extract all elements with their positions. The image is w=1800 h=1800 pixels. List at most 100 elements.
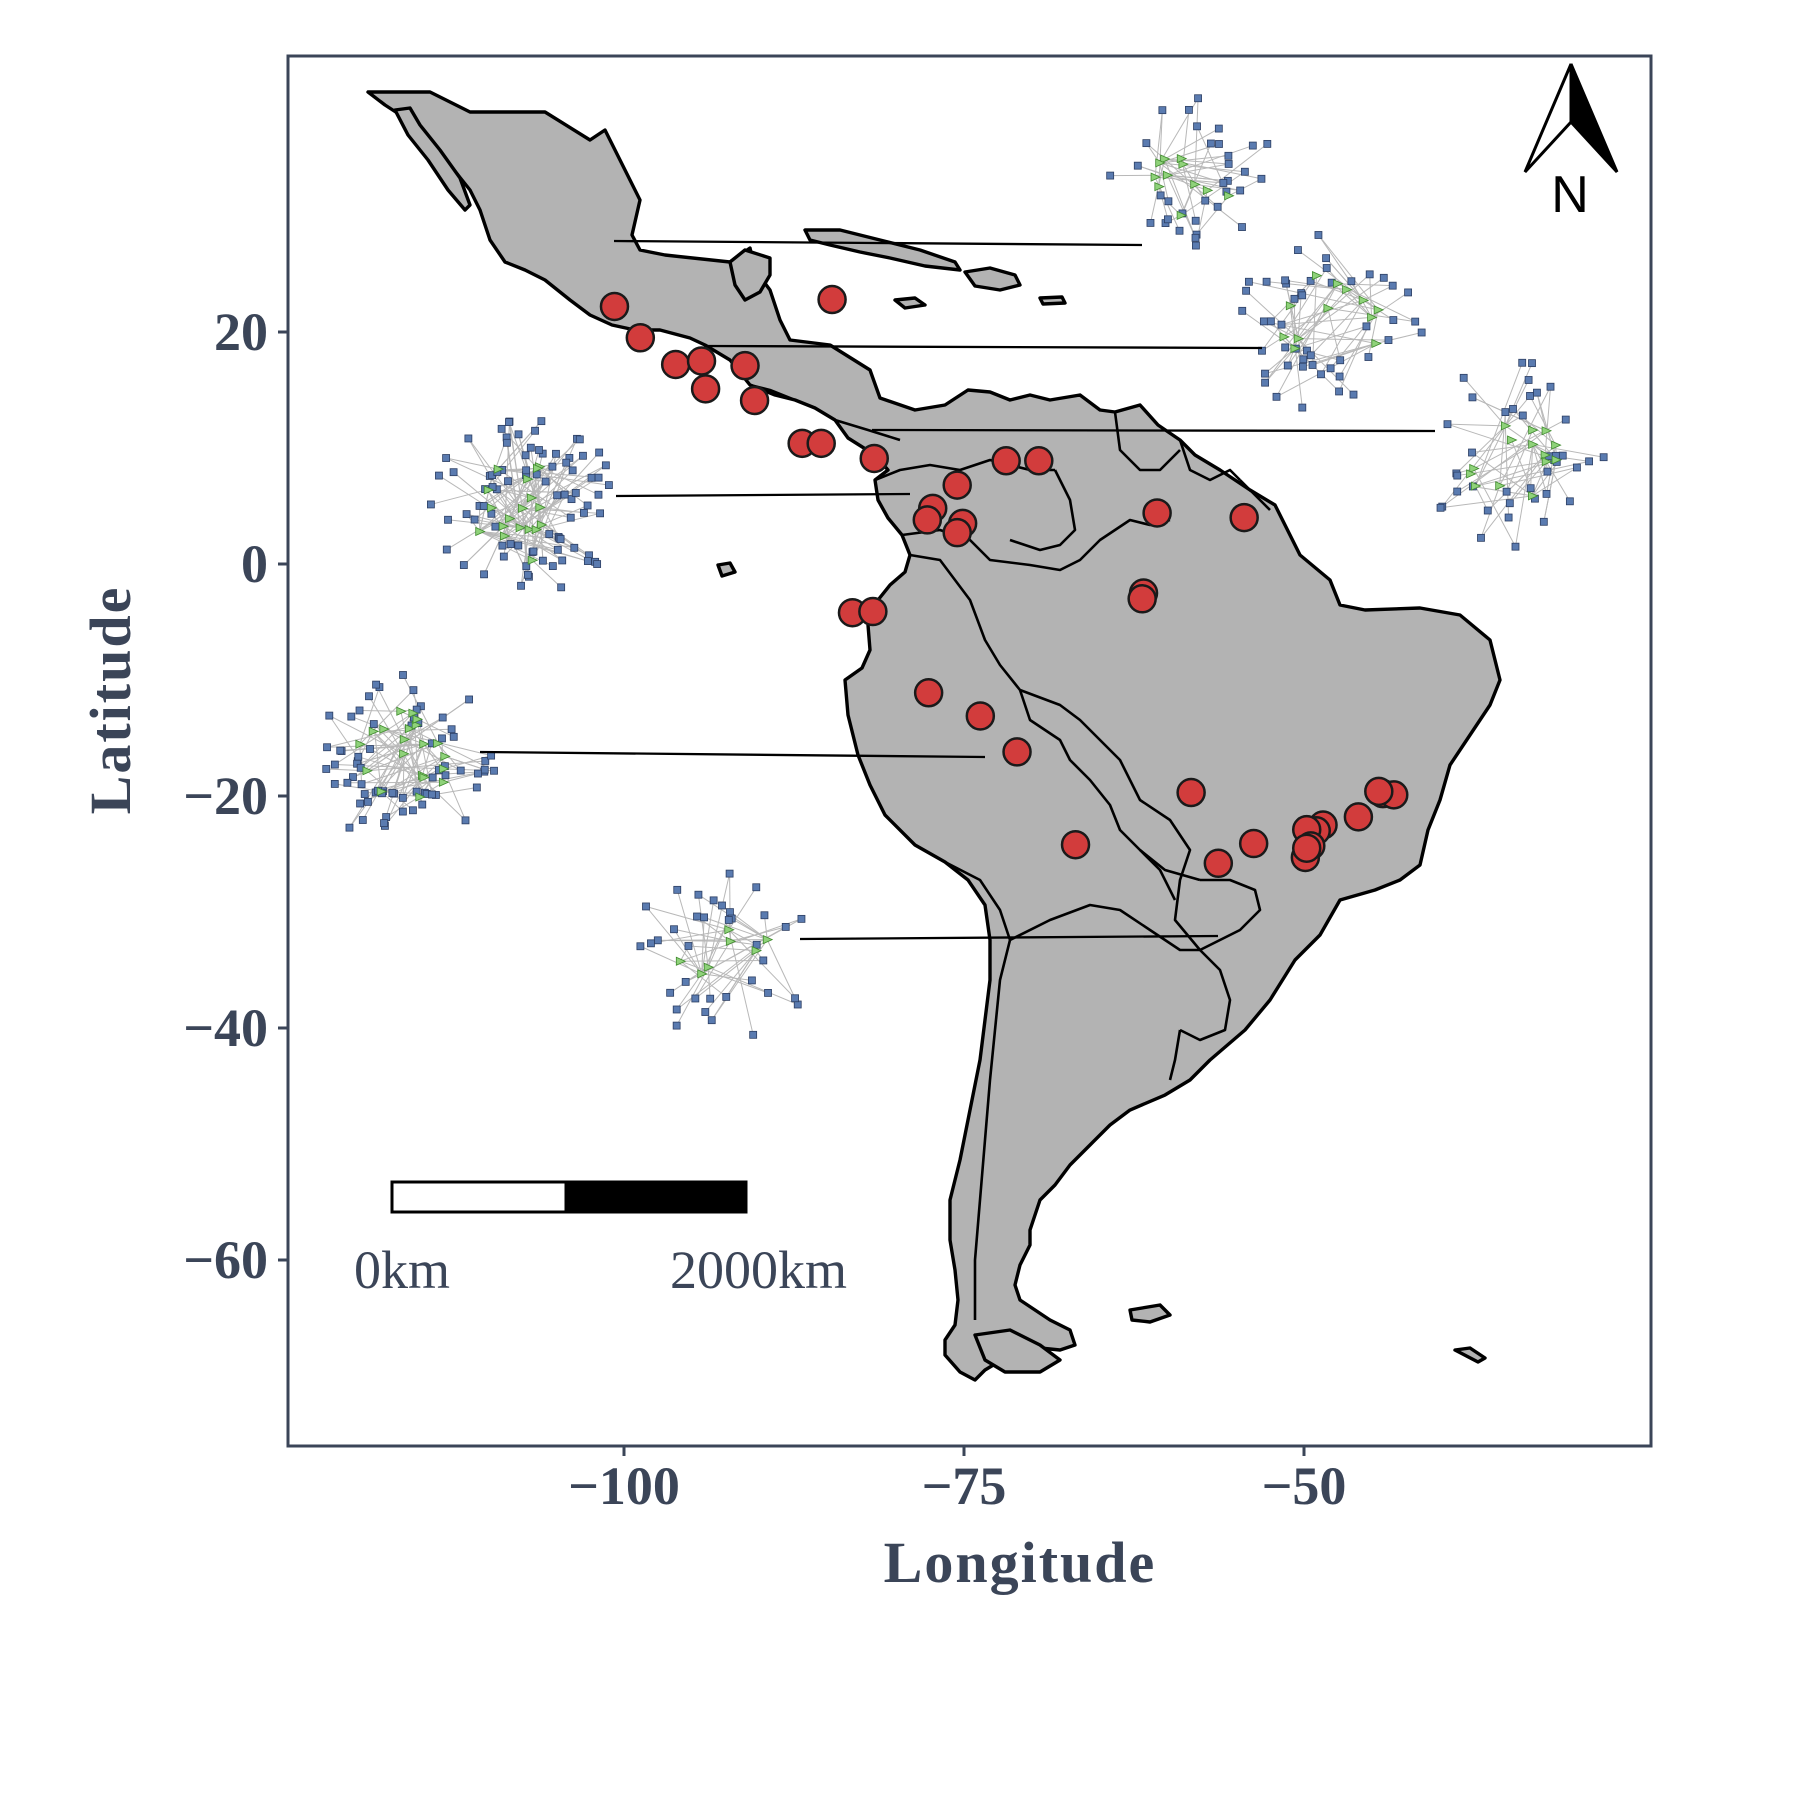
network-edge xyxy=(679,960,727,998)
network-hub-node xyxy=(1500,421,1512,431)
network-edge xyxy=(359,709,401,712)
network-node xyxy=(398,793,407,802)
network-node xyxy=(1379,273,1388,282)
site-point xyxy=(1127,584,1157,614)
network-node xyxy=(725,869,734,878)
network-node xyxy=(556,535,565,543)
leader-line xyxy=(479,750,986,759)
network-node xyxy=(726,908,734,917)
network-node xyxy=(1417,328,1426,337)
network-hub-node xyxy=(1469,463,1480,474)
network-edge xyxy=(491,497,532,515)
network-node xyxy=(514,541,523,550)
network-edge xyxy=(1159,162,1224,184)
y-tick-label: −60 xyxy=(183,1230,268,1290)
network-edge xyxy=(1463,377,1506,427)
network-hub-node xyxy=(411,720,423,730)
network-node xyxy=(537,417,546,426)
network-inset xyxy=(322,671,498,832)
network-node xyxy=(1561,415,1570,424)
network-node xyxy=(1528,359,1536,368)
network-hub-node xyxy=(526,493,538,503)
network-node xyxy=(1453,487,1462,496)
network-hub-node xyxy=(725,936,737,947)
network-node xyxy=(558,556,567,565)
network-node xyxy=(1175,226,1184,235)
network-node xyxy=(354,752,363,761)
network-node xyxy=(1164,215,1172,224)
network-hub-node xyxy=(355,739,366,749)
network-node xyxy=(1106,171,1115,180)
network-edge xyxy=(487,489,529,576)
network-node xyxy=(541,477,550,486)
network-node xyxy=(442,454,451,462)
network-hub-node xyxy=(1160,154,1171,164)
network-node xyxy=(579,451,587,460)
network-edge xyxy=(520,529,530,586)
network-hub-node xyxy=(483,485,495,495)
network-edge xyxy=(531,494,566,561)
network-node xyxy=(1347,277,1356,286)
site-markers xyxy=(599,284,1409,879)
network-node xyxy=(672,1021,681,1030)
scale-start-label: 0km xyxy=(354,1240,450,1300)
network-edge xyxy=(1264,283,1338,383)
network-edge xyxy=(731,918,768,941)
network-edge xyxy=(1325,257,1364,301)
network-node xyxy=(1546,382,1555,391)
network-node xyxy=(369,720,378,728)
network-node xyxy=(1201,196,1210,205)
network-edge xyxy=(695,950,757,999)
network-hub-node xyxy=(433,738,444,749)
network-edge xyxy=(1158,110,1163,187)
network-node xyxy=(594,473,603,482)
network-edge xyxy=(1164,128,1220,160)
network-edge xyxy=(385,781,444,818)
network-node xyxy=(465,695,474,704)
network-node xyxy=(538,556,547,565)
south-georgia-island xyxy=(1453,1346,1487,1364)
network-node xyxy=(456,766,465,775)
network-hub-node xyxy=(498,521,510,531)
site-point xyxy=(1203,848,1234,879)
network-node xyxy=(323,743,331,752)
network-node xyxy=(347,712,356,721)
network-node xyxy=(1299,355,1308,364)
x-tick-label: −100 xyxy=(568,1456,680,1516)
network-node xyxy=(672,1005,681,1014)
hispaniola-island xyxy=(963,266,1022,292)
network-edge xyxy=(1471,452,1533,497)
network-edge xyxy=(707,967,711,999)
network-edge xyxy=(381,755,446,794)
network-hub-node xyxy=(1333,279,1344,289)
network-node xyxy=(593,560,602,568)
network-node xyxy=(557,583,566,592)
network-hub-node xyxy=(399,749,410,759)
network-edge xyxy=(1310,280,1364,301)
network-edge xyxy=(1499,386,1551,487)
network-node xyxy=(499,552,508,561)
network-node xyxy=(673,885,682,894)
network-node xyxy=(1317,370,1325,379)
network-node xyxy=(531,426,539,435)
site-point xyxy=(942,517,972,548)
network-hub-node xyxy=(1312,271,1323,281)
network-hub-node xyxy=(1466,469,1477,479)
network-node xyxy=(438,713,447,722)
puerto-rico-island xyxy=(1038,295,1067,306)
network-node xyxy=(491,522,500,531)
network-node xyxy=(459,561,468,569)
network-edge xyxy=(1167,174,1228,182)
network-node xyxy=(1164,197,1173,206)
network-hub-node xyxy=(412,714,424,724)
scale-bar: 0km 2000km xyxy=(354,1180,847,1300)
network-edge xyxy=(1475,460,1590,487)
network-edge xyxy=(1264,289,1347,383)
network-edge xyxy=(1284,280,1299,339)
network-hub-node xyxy=(396,706,407,716)
network-node xyxy=(749,1030,758,1039)
network-node xyxy=(502,438,511,447)
site-point xyxy=(1229,502,1259,533)
y-tick-label: 0 xyxy=(241,534,268,594)
network-node xyxy=(1259,317,1268,326)
